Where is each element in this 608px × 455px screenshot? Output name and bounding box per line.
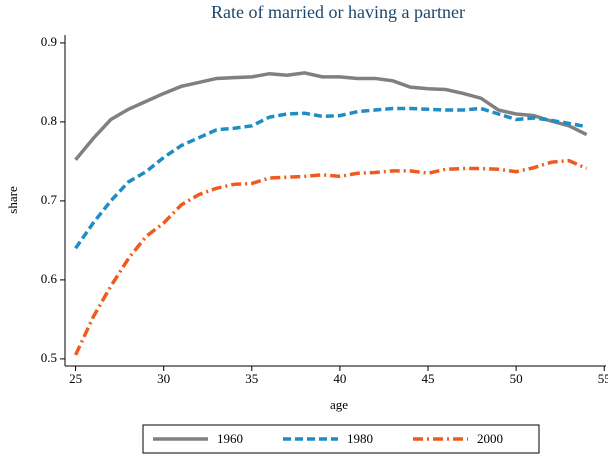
series-line <box>74 71 588 161</box>
y-tick-label: 0.6 <box>41 271 58 286</box>
x-tick-label: 35 <box>245 371 258 386</box>
x-tick-label: 50 <box>510 371 523 386</box>
y-tick-label: 0.7 <box>41 192 58 207</box>
y-tick-label: 0.5 <box>41 350 57 365</box>
y-tick-label: 0.8 <box>41 113 57 128</box>
series-line <box>73 158 588 356</box>
legend: 1960 1980 2000 <box>142 424 540 454</box>
y-tick-label: 0.9 <box>41 34 57 49</box>
legend-label: 1960 <box>217 431 243 446</box>
x-tick-label: 30 <box>157 371 170 386</box>
legend-label: 1980 <box>347 431 373 446</box>
x-axis-label: age <box>330 397 348 412</box>
series-line <box>74 106 587 250</box>
legend-label: 2000 <box>477 431 503 446</box>
x-tick-label: 40 <box>333 371 346 386</box>
legend-box <box>142 424 540 454</box>
x-tick-label: 55 <box>598 371 608 386</box>
x-tick-label: 25 <box>69 371 82 386</box>
x-tick-label: 45 <box>422 371 435 386</box>
chart-title: Rate of married or having a partner <box>211 2 465 22</box>
y-axis-label: share <box>5 186 20 214</box>
